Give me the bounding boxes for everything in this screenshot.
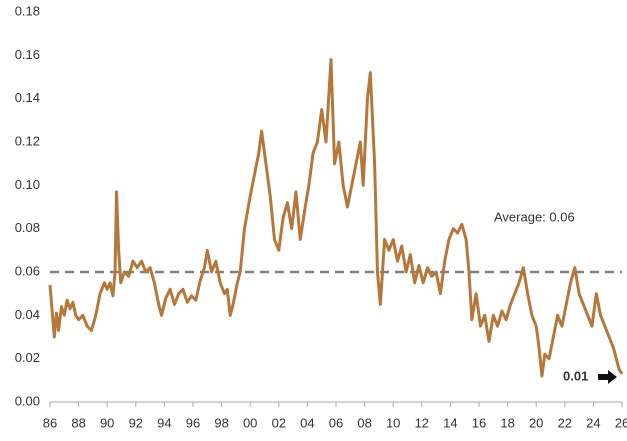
end-label: 0.01 — [563, 368, 588, 383]
end-arrow — [598, 370, 617, 384]
y-tick-label: 0.02 — [15, 350, 40, 365]
average-label: Average: 0.06 — [494, 209, 575, 224]
x-tick-label: 12 — [415, 415, 429, 430]
x-tick-label: 26 — [615, 415, 627, 430]
x-tick-label: 22 — [558, 415, 572, 430]
y-tick-label: 0.14 — [15, 90, 40, 105]
x-tick-label: 08 — [357, 415, 371, 430]
x-tick-label: 24 — [586, 415, 600, 430]
x-tick-label: 18 — [500, 415, 514, 430]
x-tick-label: 16 — [472, 415, 486, 430]
x-tick-label: 04 — [300, 415, 314, 430]
x-tick-label: 98 — [214, 415, 228, 430]
x-tick-label: 86 — [43, 415, 57, 430]
y-tick-label: 0.04 — [15, 307, 40, 322]
y-tick-label: 0.10 — [15, 177, 40, 192]
x-tick-label: 20 — [529, 415, 543, 430]
y-tick-label: 0.06 — [15, 263, 40, 278]
x-tick-label: 90 — [100, 415, 114, 430]
y-tick-label: 0.12 — [15, 133, 40, 148]
x-tick-label: 94 — [157, 415, 171, 430]
y-tick-label: 0.08 — [15, 220, 40, 235]
line-series — [48, 58, 624, 378]
x-tick-label: 00 — [243, 415, 257, 430]
y-tick-label: 0.00 — [15, 393, 40, 408]
x-tick-label: 02 — [272, 415, 286, 430]
x-tick-label: 96 — [186, 415, 200, 430]
x-tick-label: 10 — [386, 415, 400, 430]
x-tick-label: 06 — [329, 415, 343, 430]
x-tick-label: 92 — [129, 415, 143, 430]
x-tick-label: 14 — [443, 415, 457, 430]
y-tick-label: 0.18 — [15, 3, 40, 18]
x-tick-label: 88 — [71, 415, 85, 430]
y-tick-label: 0.16 — [15, 47, 40, 62]
